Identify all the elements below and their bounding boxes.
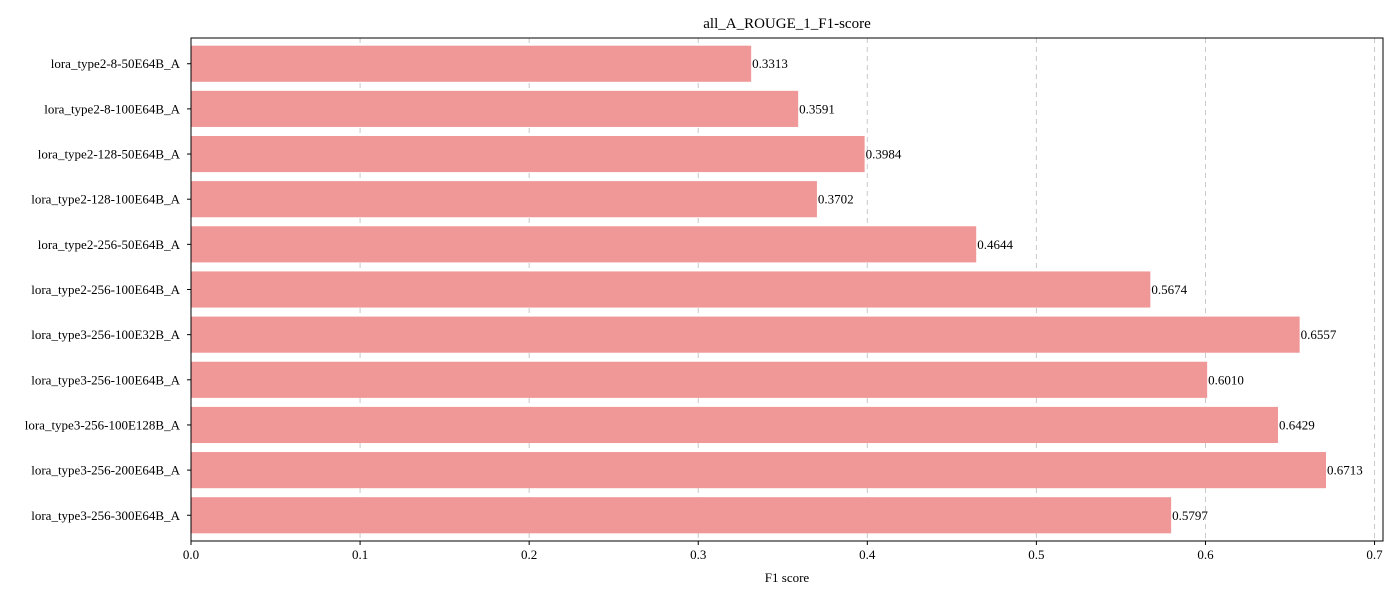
y-tick-label: lora_type2-256-100E64B_A — [31, 282, 180, 297]
bar-value-labels: 0.3313 0.3591 0.3984 0.3702 0.4644 0.5674 0.65… — [752, 56, 1363, 523]
y-tick-label: lora_type2-256-50E64B_A — [38, 237, 181, 252]
bar-value-label: 0.6713 — [1327, 463, 1363, 478]
y-tick-label: lora_type2-8-50E64B_A — [51, 56, 181, 71]
y-axis-ticks: lora_type2-8-50E64B_A lora_type2-8-100E64… — [25, 56, 191, 523]
bar — [191, 497, 1172, 534]
bar — [191, 90, 799, 127]
x-tick-label: 0.7 — [1366, 547, 1383, 562]
bar-value-label: 0.4644 — [977, 237, 1013, 252]
x-tick-label: 0.3 — [690, 547, 706, 562]
bar-value-label: 0.3702 — [818, 192, 854, 207]
bar-value-label: 0.3591 — [799, 101, 835, 116]
y-tick-label: lora_type2-128-50E64B_A — [38, 147, 181, 162]
y-tick-label: lora_type3-256-100E64B_A — [31, 372, 180, 387]
bar-value-label: 0.5674 — [1151, 282, 1187, 297]
bar-value-label: 0.3313 — [752, 56, 788, 71]
bar — [191, 45, 752, 82]
y-tick-label: lora_type2-128-100E64B_A — [31, 192, 180, 207]
x-tick-label: 0.5 — [1028, 547, 1044, 562]
chart-title: all_A_ROUGE_1_F1-score — [703, 16, 871, 32]
bar — [191, 181, 817, 218]
bar-value-label: 0.6010 — [1208, 372, 1244, 387]
bar — [191, 406, 1279, 444]
bar — [191, 135, 865, 173]
bar — [191, 452, 1327, 489]
x-tick-label: 0.0 — [183, 547, 199, 562]
y-tick-label: lora_type3-256-200E64B_A — [31, 463, 180, 478]
y-tick-label: lora_type3-256-300E64B_A — [31, 508, 180, 523]
x-tick-label: 0.6 — [1197, 547, 1214, 562]
bar — [191, 271, 1151, 308]
x-axis-ticks: 0.0 0.1 0.2 0.3 0.4 0.5 0.6 0.7 — [183, 541, 1383, 562]
x-axis-label: F1 score — [765, 570, 810, 585]
bar-value-label: 0.6429 — [1279, 417, 1315, 432]
y-tick-label: lora_type2-8-100E64B_A — [44, 101, 180, 116]
x-tick-label: 0.1 — [352, 547, 368, 562]
x-tick-label: 0.4 — [859, 547, 876, 562]
bar — [191, 226, 977, 263]
bar-value-label: 0.6557 — [1301, 327, 1337, 342]
y-tick-label: lora_type3-256-100E128B_A — [25, 417, 181, 432]
bar-value-label: 0.3984 — [866, 147, 902, 162]
x-tick-label: 0.2 — [521, 547, 537, 562]
y-tick-label: lora_type3-256-100E32B_A — [31, 327, 180, 342]
bars — [191, 45, 1327, 534]
bar — [191, 361, 1208, 398]
bar — [191, 316, 1300, 353]
bar-value-label: 0.5797 — [1172, 508, 1208, 523]
